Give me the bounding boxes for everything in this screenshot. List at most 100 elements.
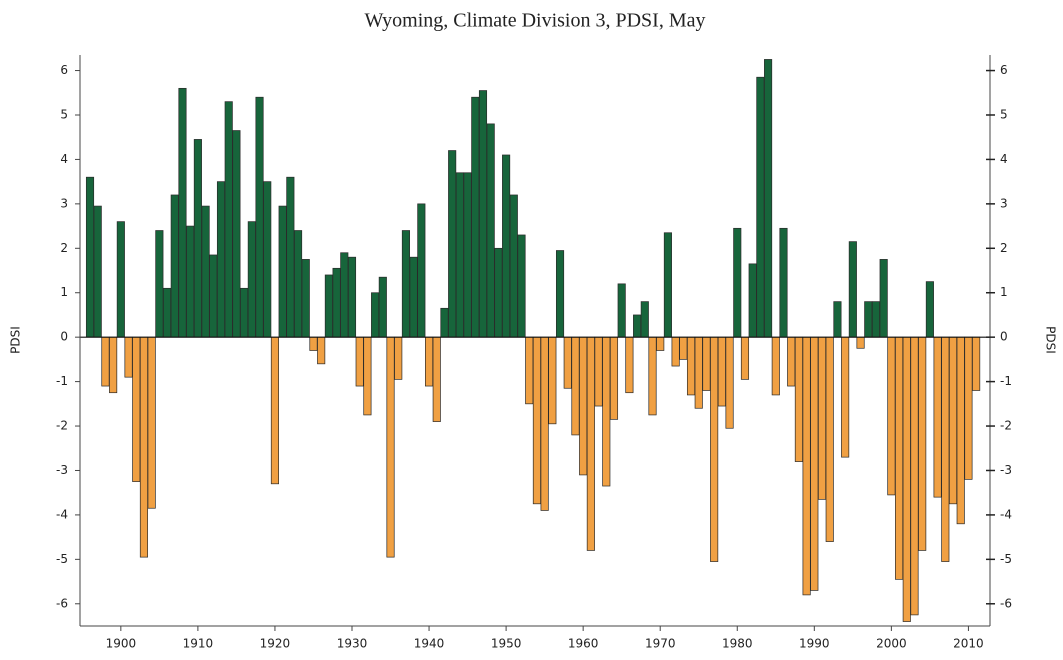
bar [740, 336, 750, 380]
bar [448, 150, 457, 338]
bar [887, 336, 896, 496]
y-tick-label: 4 [60, 152, 68, 166]
bar [116, 221, 125, 338]
bar [810, 336, 819, 591]
y-tick-label: 5 [60, 107, 68, 121]
bar [240, 287, 249, 338]
y2-tick-label: -4 [1000, 507, 1012, 521]
y-tick-label: 1 [60, 285, 68, 299]
bar [178, 87, 187, 338]
bar [710, 336, 719, 562]
bar [532, 336, 541, 505]
bar [85, 176, 95, 338]
bar [101, 336, 110, 387]
x-tick-label: 1910 [183, 637, 214, 651]
bar [440, 307, 449, 338]
bar [663, 232, 672, 338]
bar [332, 267, 341, 338]
y2-tick-label: 5 [1000, 107, 1008, 121]
bar [956, 336, 965, 525]
x-tick-label: 1920 [260, 637, 291, 651]
x-tick-label: 2010 [953, 637, 984, 651]
y2-tick-label: 0 [1000, 330, 1008, 344]
bar [617, 283, 626, 338]
bar [694, 336, 703, 409]
y2-tick-label: 3 [1000, 196, 1008, 210]
bar [733, 227, 742, 338]
bar [702, 336, 711, 391]
bar [656, 336, 665, 351]
bar [301, 259, 310, 338]
bar [648, 336, 657, 416]
y2-tick-label: -1 [1000, 374, 1012, 388]
bar [494, 247, 503, 338]
bar [386, 336, 395, 558]
bar [170, 194, 179, 338]
bar [555, 250, 565, 338]
bar [294, 230, 303, 338]
y2-axis-label: PDSI [1044, 326, 1058, 354]
bar [139, 336, 149, 558]
bar [286, 176, 295, 338]
bar [155, 230, 164, 338]
y-tick-label: -4 [56, 507, 68, 521]
bar [910, 336, 919, 616]
bar [625, 336, 634, 394]
bar [794, 336, 803, 462]
bar [933, 336, 942, 498]
y2-tick-label: 1 [1000, 285, 1008, 299]
bar [756, 76, 765, 338]
bar [340, 252, 349, 338]
bar [817, 336, 827, 500]
bar [725, 336, 734, 429]
x-tick-label: 1930 [337, 637, 368, 651]
bar [579, 336, 588, 476]
bar [841, 336, 850, 458]
bar [679, 336, 688, 360]
bar [594, 336, 603, 407]
y-tick-label: -5 [56, 552, 68, 566]
bar [109, 336, 118, 394]
bar [563, 336, 572, 389]
bar [463, 172, 472, 338]
bar [455, 172, 464, 338]
y-tick-label: -1 [56, 374, 68, 388]
bar [848, 241, 857, 338]
bar [278, 205, 287, 338]
y2-tick-label: -3 [1000, 463, 1012, 477]
x-tick-label: 1990 [799, 637, 830, 651]
bar [964, 336, 973, 480]
bar [255, 96, 264, 338]
y-tick-label: -2 [56, 419, 68, 433]
y-axis-label: PDSI [9, 326, 23, 354]
bar [925, 281, 934, 338]
bar [748, 263, 757, 338]
y-tick-label: 0 [60, 330, 68, 344]
bar [502, 154, 511, 338]
bar [802, 336, 811, 596]
bar [224, 101, 233, 338]
y2-tick-label: -6 [1000, 596, 1012, 610]
bar [409, 256, 418, 338]
bar [856, 336, 865, 349]
x-tick-label: 2000 [876, 637, 907, 651]
y2-tick-label: 4 [1000, 152, 1008, 166]
y-tick-label: 3 [60, 196, 68, 210]
bar [586, 336, 595, 551]
x-tick-label: 1980 [722, 637, 753, 651]
bar [787, 336, 796, 387]
bar [895, 336, 904, 580]
bar [771, 336, 780, 396]
bar [201, 205, 210, 338]
bar [571, 336, 580, 436]
bar [525, 336, 534, 405]
bar [425, 336, 434, 387]
bar [232, 130, 241, 338]
bar [486, 123, 495, 338]
bar [717, 336, 726, 407]
y-tick-label: -6 [56, 596, 68, 610]
bar [93, 205, 102, 338]
y2-tick-label: 6 [1000, 63, 1008, 77]
bar [363, 336, 372, 416]
